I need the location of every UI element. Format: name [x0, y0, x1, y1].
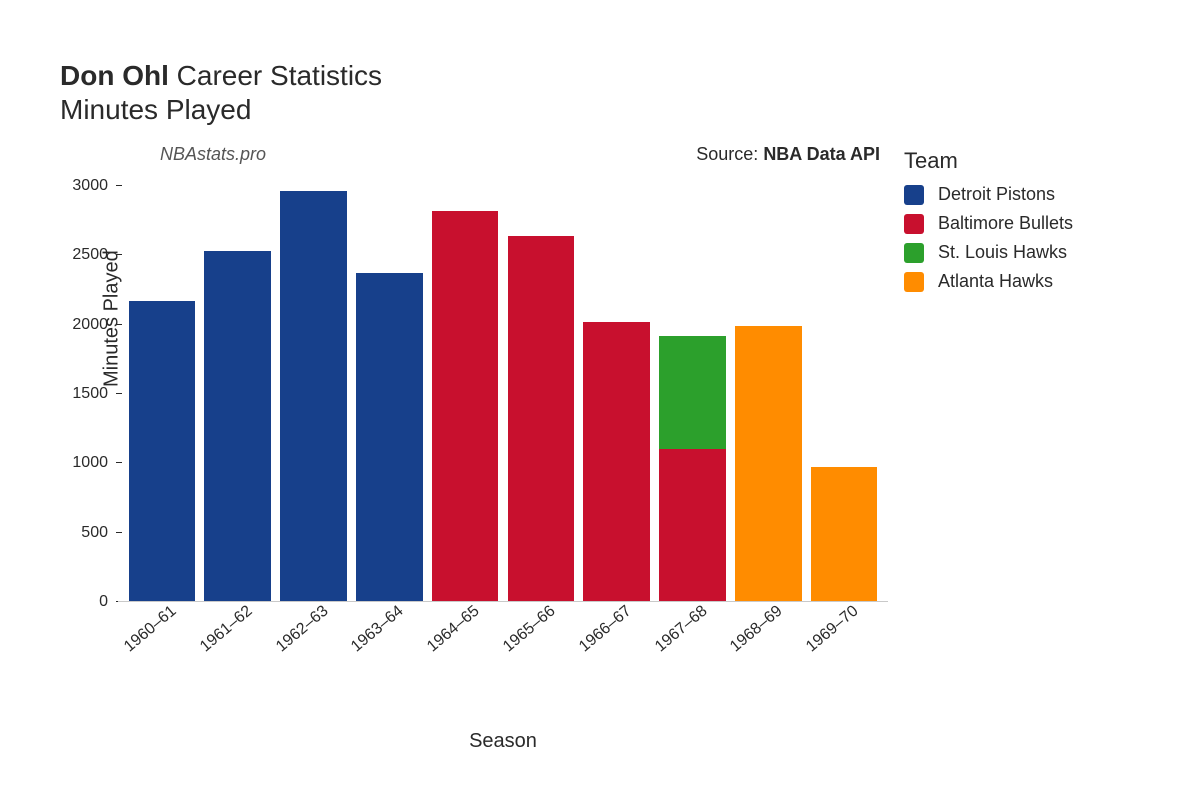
chart-titles: Don Ohl Career Statistics Minutes Played — [60, 60, 1140, 126]
bar-segment — [432, 211, 499, 602]
y-tick-label: 1000 — [54, 454, 108, 472]
bar-segment — [356, 273, 423, 602]
x-tick-label: 1961–62 — [197, 602, 256, 656]
y-tick-label: 1500 — [54, 385, 108, 403]
bar-slot — [806, 172, 882, 602]
source-text: Source: NBA Data API — [696, 144, 880, 165]
chart-body: NBAstats.pro Source: NBA Data API Minute… — [60, 144, 1140, 753]
x-tick-label: 1965–66 — [500, 602, 559, 656]
bar-segment — [129, 301, 196, 602]
y-tick-label: 0 — [54, 593, 108, 611]
x-tick-label: 1960–61 — [121, 602, 180, 656]
legend-title: Team — [904, 148, 1073, 174]
bar-segment — [204, 251, 271, 602]
legend-swatch — [904, 272, 924, 292]
source-prefix: Source: — [696, 144, 763, 164]
source-name: NBA Data API — [763, 144, 880, 164]
bar-slot — [730, 172, 806, 602]
bar-segment — [583, 322, 650, 602]
watermark-text: NBAstats.pro — [160, 144, 266, 165]
legend-label: Baltimore Bullets — [938, 213, 1073, 234]
bar — [508, 236, 575, 602]
bar — [204, 251, 271, 602]
x-tick-label: 1964–65 — [424, 602, 483, 656]
x-tick-label: 1962–63 — [272, 602, 331, 656]
bar — [811, 467, 878, 602]
bar-slot — [427, 172, 503, 602]
bar-segment — [659, 449, 726, 602]
bar-slot — [276, 172, 352, 602]
x-axis: 1960–61 1961–62 1962–63 1963–64 1964–65 1965–… — [118, 602, 888, 672]
bar-segment — [659, 336, 726, 450]
title-suffix: Career Statistics — [177, 60, 382, 91]
bar-slot — [351, 172, 427, 602]
x-tick-label: 1966–67 — [576, 602, 635, 656]
bar — [356, 273, 423, 602]
player-name: Don Ohl — [60, 60, 169, 91]
bar-segment — [280, 191, 347, 602]
bar — [659, 336, 726, 602]
plot-area: Minutes Played 050010001500200025003000 — [118, 172, 888, 602]
y-tick-label: 2500 — [54, 246, 108, 264]
x-tick-label: 1963–64 — [348, 602, 407, 656]
legend-swatch — [904, 243, 924, 263]
chart-subtitle: Minutes Played — [60, 94, 1140, 126]
x-axis-label: Season — [118, 730, 888, 753]
bar-slot — [503, 172, 579, 602]
bars-group — [118, 172, 888, 602]
plot-column: NBAstats.pro Source: NBA Data API Minute… — [60, 144, 880, 753]
y-axis: 050010001500200025003000 — [108, 172, 118, 602]
legend-swatch — [904, 185, 924, 205]
y-tick-label: 2000 — [54, 316, 108, 334]
chart-title-line1: Don Ohl Career Statistics — [60, 60, 1140, 92]
bar — [583, 322, 650, 602]
chart-container: Don Ohl Career Statistics Minutes Played… — [60, 60, 1140, 760]
bar — [432, 211, 499, 602]
legend-item: St. Louis Hawks — [904, 242, 1073, 263]
bar — [129, 301, 196, 602]
bar — [735, 326, 802, 602]
legend-label: St. Louis Hawks — [938, 242, 1067, 263]
bar-segment — [508, 236, 575, 602]
legend-label: Detroit Pistons — [938, 184, 1055, 205]
y-tick-label: 500 — [54, 524, 108, 542]
x-tick-label: 1968–69 — [727, 602, 786, 656]
legend-item: Atlanta Hawks — [904, 271, 1073, 292]
x-tick-label: 1969–70 — [803, 602, 862, 656]
annotation-row: NBAstats.pro Source: NBA Data API — [118, 144, 888, 172]
legend-label: Atlanta Hawks — [938, 271, 1053, 292]
bar-slot — [579, 172, 655, 602]
legend: Team Detroit Pistons Baltimore Bullets St.… — [904, 144, 1073, 300]
legend-item: Baltimore Bullets — [904, 213, 1073, 234]
bar — [280, 191, 347, 602]
x-tick-label: 1967–68 — [651, 602, 710, 656]
bar-segment — [811, 467, 878, 602]
legend-swatch — [904, 214, 924, 234]
bar-segment — [735, 326, 802, 602]
bar-slot — [124, 172, 200, 602]
y-tick-label: 3000 — [54, 177, 108, 195]
legend-item: Detroit Pistons — [904, 184, 1073, 205]
bar-slot — [655, 172, 731, 602]
bar-slot — [200, 172, 276, 602]
